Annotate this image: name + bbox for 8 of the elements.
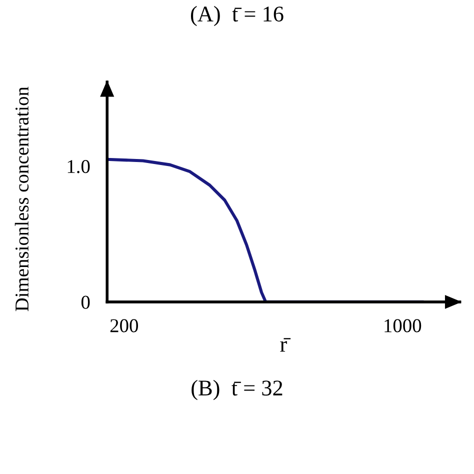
y-tick-label: 0: [81, 296, 90, 309]
text: (B) t̄ = 32: [192, 380, 282, 400]
y-axis-title: Dimensionless concentration: [14, 86, 29, 312]
x-tick-label: 200: [110, 319, 138, 332]
x-axis-title: r̄: [280, 338, 291, 352]
y-tick-label: 1.0: [68, 160, 90, 174]
x-tick-label: 1000: [384, 319, 422, 332]
chart-title: (A) t̄ = 16: [190, 6, 284, 26]
